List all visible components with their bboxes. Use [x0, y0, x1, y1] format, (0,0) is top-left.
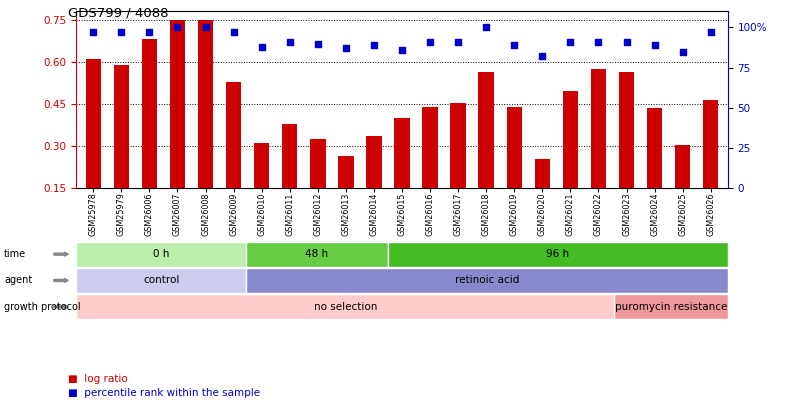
Text: GSM26015: GSM26015: [397, 192, 406, 236]
Text: GSM26012: GSM26012: [313, 192, 322, 236]
Point: [395, 47, 408, 53]
Point: [339, 45, 352, 51]
Text: GSM26016: GSM26016: [425, 192, 434, 236]
Bar: [113, 65, 128, 188]
Point: [703, 29, 716, 36]
Bar: [506, 107, 521, 188]
Point: [591, 38, 604, 45]
Point: [479, 24, 492, 31]
Text: GSM26014: GSM26014: [369, 192, 378, 236]
Text: GDS799 / 4088: GDS799 / 4088: [68, 6, 169, 19]
Point: [143, 29, 156, 36]
Bar: [310, 139, 325, 188]
Point: [283, 38, 296, 45]
Bar: [338, 156, 353, 188]
Bar: [702, 100, 718, 188]
Point: [563, 38, 576, 45]
Text: GSM26020: GSM26020: [537, 192, 546, 236]
Text: GSM26025: GSM26025: [678, 192, 687, 236]
Bar: [422, 107, 438, 188]
Text: ■  percentile rank within the sample: ■ percentile rank within the sample: [68, 388, 260, 398]
Point: [423, 38, 436, 45]
Text: GSM26019: GSM26019: [509, 192, 518, 236]
Bar: [76, 294, 613, 320]
Text: GSM26008: GSM26008: [201, 192, 210, 236]
Bar: [85, 59, 101, 188]
Bar: [450, 102, 465, 188]
Point: [367, 42, 380, 48]
Bar: [198, 20, 213, 188]
Bar: [76, 268, 246, 293]
Text: no selection: no selection: [313, 302, 377, 312]
Text: GSM26006: GSM26006: [145, 192, 153, 236]
Bar: [76, 241, 246, 267]
Text: GSM26009: GSM26009: [229, 192, 238, 236]
Text: 0 h: 0 h: [153, 249, 169, 259]
Point: [255, 43, 267, 50]
Bar: [365, 136, 381, 188]
Point: [675, 48, 688, 55]
Text: GSM26011: GSM26011: [285, 192, 294, 236]
Bar: [141, 39, 157, 188]
Point: [199, 24, 212, 31]
Text: GSM26017: GSM26017: [453, 192, 462, 236]
Bar: [393, 118, 410, 188]
Point: [171, 24, 184, 31]
Bar: [246, 241, 387, 267]
Point: [451, 38, 464, 45]
Text: GSM26007: GSM26007: [173, 192, 181, 236]
Point: [87, 29, 100, 36]
Text: GSM26024: GSM26024: [650, 192, 658, 236]
Point: [647, 42, 660, 48]
Bar: [534, 159, 549, 188]
Point: [227, 29, 240, 36]
Text: GSM25978: GSM25978: [88, 192, 98, 236]
Text: retinoic acid: retinoic acid: [454, 275, 519, 286]
Bar: [590, 69, 605, 188]
Text: GSM26022: GSM26022: [593, 192, 602, 236]
Text: GSM25979: GSM25979: [116, 192, 125, 237]
Text: GSM26018: GSM26018: [481, 192, 490, 236]
Bar: [613, 294, 727, 320]
Bar: [387, 241, 727, 267]
Point: [311, 40, 324, 47]
Text: GSM26010: GSM26010: [257, 192, 266, 236]
Text: puromycin resistance: puromycin resistance: [614, 302, 726, 312]
Bar: [254, 143, 269, 188]
Text: time: time: [4, 249, 26, 259]
Text: growth protocol: growth protocol: [4, 302, 80, 312]
Point: [536, 53, 548, 60]
Bar: [226, 81, 241, 188]
Text: 48 h: 48 h: [305, 249, 328, 259]
Bar: [618, 72, 634, 188]
Point: [115, 29, 128, 36]
Bar: [562, 92, 577, 188]
Text: agent: agent: [4, 275, 32, 286]
Bar: [646, 108, 662, 188]
Text: control: control: [143, 275, 179, 286]
Text: 96 h: 96 h: [545, 249, 569, 259]
Bar: [282, 124, 297, 188]
Text: GSM26021: GSM26021: [565, 192, 574, 236]
Text: GSM26023: GSM26023: [622, 192, 630, 236]
Point: [619, 38, 632, 45]
Text: GSM26013: GSM26013: [341, 192, 350, 236]
Text: GSM26026: GSM26026: [705, 192, 715, 236]
Bar: [675, 145, 690, 188]
Bar: [246, 268, 727, 293]
Text: ■  log ratio: ■ log ratio: [68, 374, 128, 384]
Bar: [169, 20, 185, 188]
Bar: [478, 72, 493, 188]
Point: [507, 42, 520, 48]
